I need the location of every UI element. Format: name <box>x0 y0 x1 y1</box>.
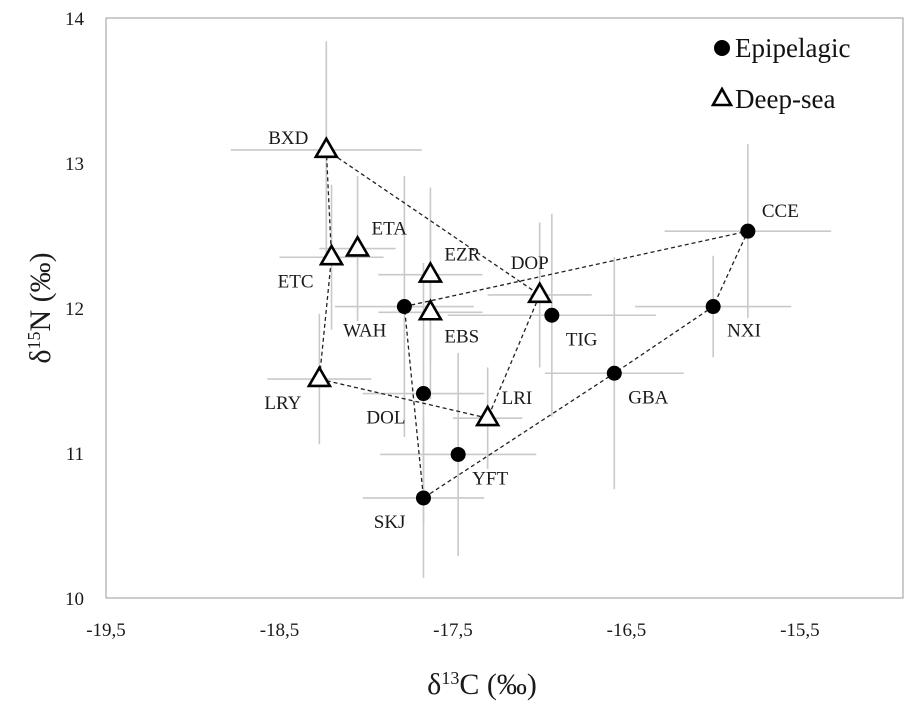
x-tick-label: -19,5 <box>86 620 126 641</box>
point-label-skj: SKJ <box>374 512 406 533</box>
hull-epipelagic <box>403 230 750 500</box>
y-axis-title-rest: N (‰) <box>24 252 57 331</box>
x-axis: -19,5 -18,5 -17,5 -16,5 -15,5 <box>86 620 819 641</box>
marker-dol <box>415 386 431 402</box>
point-label-bxd: BXD <box>268 128 308 149</box>
marker-eta <box>344 234 371 257</box>
point-label-gba: GBA <box>628 387 668 408</box>
x-axis-title-rest: C (‰) <box>459 668 537 701</box>
marker-gba <box>606 365 622 381</box>
marker-ezr <box>417 260 444 283</box>
legend-epipelagic-label: Epipelagic <box>735 33 850 63</box>
x-tick-label: -18,5 <box>260 620 300 641</box>
marker-lri <box>474 404 501 427</box>
marker-cce <box>740 223 756 239</box>
marker-etc <box>318 243 345 266</box>
y-axis: 10 11 12 13 14 <box>65 9 85 610</box>
point-label-nxi: NXI <box>727 321 761 342</box>
y-axis-title-sup: 15 <box>24 332 44 350</box>
x-axis-title-main: δ <box>427 668 441 701</box>
y-axis-title-main: δ <box>24 350 57 364</box>
x-tick-label: -17,5 <box>433 620 473 641</box>
hull-deep-sea <box>318 148 541 419</box>
y-axis-title: δ15N (‰) <box>24 252 57 363</box>
x-tick-label: -15,5 <box>780 620 820 641</box>
marker-wah <box>396 299 412 315</box>
y-tick-label: 10 <box>65 589 84 610</box>
marker-bxd <box>313 136 340 159</box>
point-label-lri: LRI <box>502 388 533 409</box>
point-label-etc: ETC <box>278 271 314 292</box>
point-label-wah: WAH <box>343 321 387 342</box>
legend-deep-sea-marker <box>710 86 734 107</box>
plot-frame <box>105 17 904 599</box>
legend: Epipelagic Deep-sea <box>710 33 850 114</box>
point-label-lry: LRY <box>264 393 301 414</box>
marker-tig <box>544 307 560 323</box>
marker-skj <box>415 490 431 506</box>
marker-yft <box>450 446 466 462</box>
point-label-ebs: EBS <box>444 326 479 347</box>
legend-epipelagic-marker <box>714 40 730 56</box>
point-label-cce: CCE <box>762 201 799 222</box>
legend-deep-sea-label: Deep-sea <box>735 84 835 114</box>
plot-area: CCE NXI TIG GBA WAH DOL YFT SKJ BXD ETA ETC EZR EBS D… <box>105 17 904 599</box>
marker-ebs <box>417 298 444 321</box>
point-label-yft: YFT <box>472 468 508 489</box>
marker-dop <box>526 281 553 304</box>
point-label-tig: TIG <box>566 329 598 350</box>
y-tick-label: 12 <box>65 299 84 320</box>
point-label-dol: DOL <box>366 408 405 429</box>
x-tick-label: -16,5 <box>607 620 647 641</box>
hull-lines <box>318 148 750 500</box>
point-label-eta: ETA <box>372 219 408 240</box>
marker-nxi <box>705 299 721 315</box>
y-tick-label: 11 <box>66 444 84 465</box>
marker-lry <box>306 365 333 388</box>
point-labels: CCE NXI TIG GBA WAH DOL YFT SKJ BXD ETA ETC EZR EBS D… <box>264 128 798 533</box>
point-label-ezr: EZR <box>444 245 480 266</box>
data-markers <box>306 136 756 506</box>
y-tick-label: 13 <box>65 154 84 175</box>
point-label-dop: DOP <box>511 253 549 274</box>
x-axis-title: δ13C (‰) <box>427 668 537 701</box>
error-bars <box>230 41 832 578</box>
x-axis-title-sup: 13 <box>441 668 459 688</box>
y-tick-label: 14 <box>65 9 85 30</box>
